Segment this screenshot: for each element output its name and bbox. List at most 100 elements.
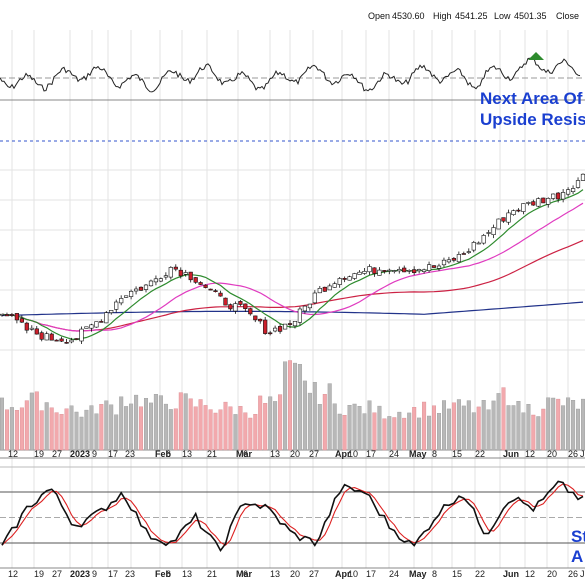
x-tick-label: 8 (432, 449, 437, 459)
volume-bar (581, 398, 585, 451)
volume-bar (432, 405, 437, 451)
volume-bar (228, 406, 233, 451)
volume-bar (422, 401, 427, 451)
x-tick-label: 8 (432, 569, 437, 579)
candle-body (138, 286, 144, 291)
x-tick-label: Feb (155, 569, 172, 579)
x-tick-label: 24 (389, 569, 399, 579)
volume-bar (427, 415, 432, 451)
volume-bar (288, 360, 293, 451)
candle-body (188, 271, 193, 281)
candle-body (258, 318, 263, 322)
x-tick-label: May (409, 449, 427, 459)
candle-body (0, 313, 5, 316)
close-label: Close (556, 11, 579, 21)
volume-bar (24, 400, 29, 451)
x-tick-label: 21 (207, 449, 217, 459)
x-tick-label: 15 (452, 569, 462, 579)
volume-bar (347, 405, 352, 451)
x-tick-label: 12 (8, 569, 18, 579)
candle-body (402, 267, 407, 273)
volume-bar (178, 392, 183, 451)
x-tick-label: May (409, 569, 427, 579)
candle-body (501, 217, 506, 222)
momentum-line (0, 57, 581, 93)
low-value: 4501.35 (514, 11, 547, 21)
volume-bar (442, 400, 447, 451)
stoch-k-line (1, 480, 584, 552)
volume-bar (337, 413, 342, 451)
volume-bar (253, 414, 258, 451)
candle-body (228, 304, 233, 310)
x-tick-label: 2023 (70, 569, 90, 579)
candle-body (178, 269, 183, 277)
x-tick-label: 24 (389, 449, 399, 459)
candle-body (24, 322, 29, 331)
x-tick-label: Feb (155, 449, 172, 459)
x-tick-label: 20 (547, 569, 557, 579)
candle-body (79, 328, 84, 342)
candle-body (382, 270, 387, 272)
volume-bar (516, 401, 521, 451)
stoch-d-line (1, 483, 584, 546)
x-tick-label: 6 (243, 449, 248, 459)
x-tick-label: Apr (335, 449, 351, 459)
volume-bar (223, 401, 228, 451)
candle-body (337, 278, 342, 285)
volume-bar (551, 397, 556, 451)
candle-body (307, 303, 313, 309)
x-tick-label: 6 (166, 449, 171, 459)
candle-body (367, 266, 372, 273)
volume-bar (402, 417, 407, 451)
volume-bar (163, 403, 168, 451)
x-tick-label: 9 (92, 569, 97, 579)
candle-body (506, 212, 511, 223)
candle-body (556, 192, 561, 200)
candle-body (541, 197, 546, 204)
candle-body (153, 278, 159, 283)
volume-bar (506, 405, 511, 451)
x-tick-label: 13 (270, 449, 280, 459)
candle-body (173, 266, 178, 270)
candle-body (59, 338, 64, 342)
candle-body (253, 315, 258, 321)
volume-bar (54, 412, 59, 451)
x-tick-label: Mar (236, 569, 253, 579)
x-tick-label: 19 (34, 569, 44, 579)
volume-bar (293, 362, 298, 451)
candle-body (119, 298, 124, 304)
candle-body (461, 253, 466, 255)
volume-bar (387, 416, 392, 451)
candle-body (546, 198, 551, 205)
x-tick-label: Jun (503, 569, 519, 579)
volume-bar (109, 404, 114, 451)
volume-bar (297, 364, 302, 451)
volume-bar (407, 412, 412, 451)
candle-body (74, 338, 79, 340)
x-tick-label: 9 (92, 449, 97, 459)
candle-body (521, 203, 526, 212)
volume-bar (0, 397, 4, 451)
volume-bar (258, 395, 263, 451)
volume-bar (307, 392, 312, 451)
candle-body (332, 283, 337, 288)
annotation-resistance-2: Upside Resis (480, 110, 585, 129)
candle-body (109, 309, 114, 313)
ma-20-line (1, 202, 584, 332)
volume-bar (546, 397, 551, 451)
candle-body (287, 323, 293, 325)
candle-body (248, 308, 253, 315)
candle-body (456, 254, 462, 263)
candle-body (163, 275, 169, 278)
x-tick-label: 27 (309, 449, 319, 459)
volume-bar (59, 414, 64, 451)
candle-body (347, 276, 352, 281)
candle-body (104, 312, 109, 324)
volume-bar (501, 387, 506, 451)
volume-bar (531, 414, 536, 451)
candle-body (218, 292, 223, 297)
volume-bar (104, 400, 109, 451)
candle-body (412, 269, 417, 274)
volume-bar (79, 416, 84, 451)
volume-bar (372, 412, 377, 451)
